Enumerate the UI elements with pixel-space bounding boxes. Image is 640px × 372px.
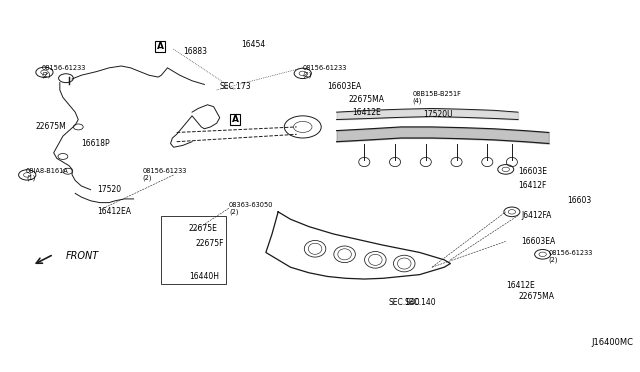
Text: 08363-63050
(2): 08363-63050 (2) xyxy=(229,202,273,215)
Text: SEC.140: SEC.140 xyxy=(388,298,420,307)
Text: SEC.140: SEC.140 xyxy=(404,298,436,307)
Text: A: A xyxy=(232,115,239,124)
Text: 16603EA: 16603EA xyxy=(328,82,362,91)
Text: 16603: 16603 xyxy=(567,196,591,205)
Text: 08B15B-B251F
(4): 08B15B-B251F (4) xyxy=(412,91,461,104)
Text: J16400MC: J16400MC xyxy=(592,339,634,347)
Text: 16412E: 16412E xyxy=(506,281,534,290)
Text: 17520U: 17520U xyxy=(422,109,452,119)
Text: 16618P: 16618P xyxy=(81,139,110,148)
Text: 16412E: 16412E xyxy=(352,108,381,117)
Text: 22675E: 22675E xyxy=(189,224,218,233)
Text: 22675MA: 22675MA xyxy=(518,292,554,301)
Text: 08156-61233
(2): 08156-61233 (2) xyxy=(143,169,188,182)
Text: FRONT: FRONT xyxy=(66,251,99,261)
Text: 08IA8-B161A
(1): 08IA8-B161A (1) xyxy=(26,169,68,182)
Text: 16454: 16454 xyxy=(241,41,266,49)
Text: 16412F: 16412F xyxy=(518,182,547,190)
Text: 16603E: 16603E xyxy=(518,167,547,176)
Text: J6412FA: J6412FA xyxy=(521,211,552,220)
Text: 22675M: 22675M xyxy=(35,122,66,131)
Text: 16883: 16883 xyxy=(183,47,207,56)
Text: 16412EA: 16412EA xyxy=(97,207,131,217)
Text: A: A xyxy=(157,42,164,51)
Text: 08156-61233
(2): 08156-61233 (2) xyxy=(42,65,86,78)
Text: 17520: 17520 xyxy=(97,185,121,194)
Text: 16603EA: 16603EA xyxy=(521,237,556,246)
Text: 08156-61233
(2): 08156-61233 (2) xyxy=(303,65,347,78)
Text: 16440H: 16440H xyxy=(189,272,219,281)
Text: SEC.173: SEC.173 xyxy=(220,82,252,91)
Text: 08156-61233
(2): 08156-61233 (2) xyxy=(548,250,593,263)
Text: 22675MA: 22675MA xyxy=(349,95,385,104)
Text: 22675F: 22675F xyxy=(195,239,223,248)
